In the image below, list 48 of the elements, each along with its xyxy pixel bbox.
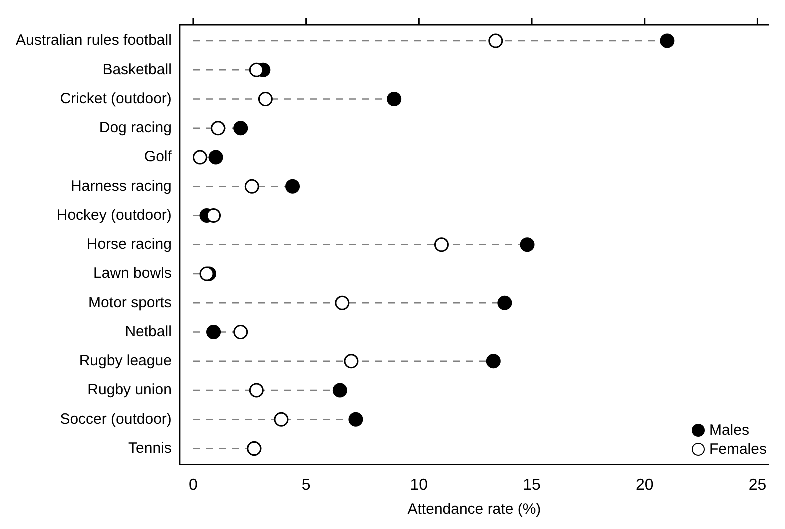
y-tick-label: Motor sports xyxy=(88,294,172,312)
legend-label: Males xyxy=(709,421,750,440)
point xyxy=(335,296,350,310)
y-tick-label: Hockey (outdoor) xyxy=(56,206,172,224)
point xyxy=(192,150,208,165)
point xyxy=(211,121,226,136)
point xyxy=(344,354,359,369)
point xyxy=(206,208,222,224)
x-tick-label: 0 xyxy=(189,476,198,494)
x-axis-title: Attendance rate (%) xyxy=(408,501,542,518)
point xyxy=(286,179,300,194)
point xyxy=(208,150,224,165)
point xyxy=(486,354,501,369)
y-tick-label: Harness racing xyxy=(71,178,172,195)
y-tick-label: Horse racing xyxy=(86,236,172,254)
point xyxy=(206,325,222,340)
y-tick-label: Cricket (outdoor) xyxy=(60,90,172,108)
legend-label: Females xyxy=(709,440,767,459)
y-tick-label: Dog racing xyxy=(99,120,172,137)
point xyxy=(498,296,512,310)
point xyxy=(244,179,260,194)
x-tick-label: 25 xyxy=(748,476,767,494)
y-tick-label: Tennis xyxy=(128,440,172,457)
y-tick-label: Rugby union xyxy=(88,382,172,399)
point xyxy=(249,383,264,398)
point xyxy=(488,34,504,48)
point xyxy=(274,412,289,427)
x-tick-label: 5 xyxy=(302,476,311,494)
point xyxy=(660,34,675,48)
y-tick-label: Golf xyxy=(144,148,173,166)
point xyxy=(258,92,273,107)
y-tick-label: Netball xyxy=(125,323,172,340)
x-tick-label: 20 xyxy=(636,476,654,494)
x-tick-label: 10 xyxy=(410,476,428,494)
y-tick-label: Basketball xyxy=(102,61,172,78)
point xyxy=(332,383,348,398)
y-tick-label: Rugby league xyxy=(79,352,172,370)
x-tick-label: 15 xyxy=(523,476,542,494)
point xyxy=(234,325,248,340)
y-tick-label: Australian rules football xyxy=(16,32,172,50)
point xyxy=(234,121,248,136)
point xyxy=(249,62,264,78)
point xyxy=(520,238,535,252)
y-tick-label: Soccer (outdoor) xyxy=(60,410,172,428)
point xyxy=(348,412,364,427)
point xyxy=(434,238,449,252)
y-tick-label: Lawn bowls xyxy=(94,265,172,282)
point xyxy=(387,92,402,107)
